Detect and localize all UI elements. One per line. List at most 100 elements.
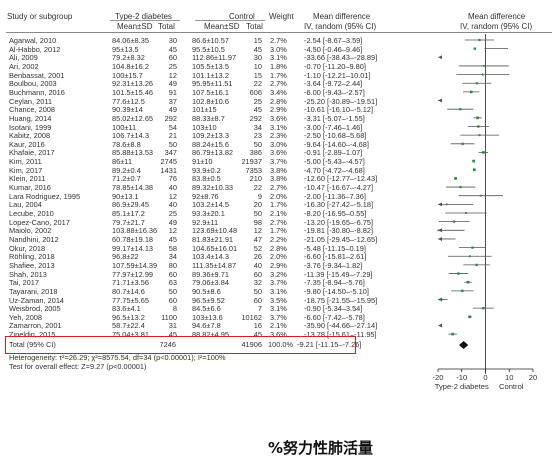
study-marker	[457, 272, 460, 275]
ci-arrow	[438, 228, 442, 233]
study-md: -3.31 [-5.07–-1.55]	[304, 113, 365, 123]
t2d-total: 60	[168, 53, 177, 63]
ctl-total: 606	[249, 87, 262, 97]
t2d-mean-sd: 71.71±3.56	[112, 278, 149, 288]
t2d-mean-sd: 96.8±22	[112, 252, 139, 262]
ctl-mean-sd: 90.5±8.6	[192, 286, 221, 296]
ctl-total: 7353	[245, 165, 262, 175]
t2d-total: 45	[168, 44, 177, 54]
ctl-total: 9	[257, 191, 262, 201]
study-md: -2.50 [-10.68–5.68]	[304, 131, 367, 141]
ctl-mean-sd: 96.5±9.52	[192, 295, 225, 305]
t2d-mean-sd: 79.7±21.7	[112, 217, 145, 227]
ctl-mean-sd: 91±10	[192, 157, 213, 167]
study-name: Kim, 2011	[9, 157, 42, 167]
study-marker	[465, 212, 467, 214]
t2d-total: 25	[168, 209, 177, 218]
study-marker	[482, 151, 485, 154]
ctl-mean-sd: 81.83±21.91	[192, 234, 234, 244]
study-name: Kaur, 2016	[9, 139, 45, 149]
t2d-total: 76	[168, 174, 177, 184]
study-md: -9.80 [-14.50–-5.10]	[304, 286, 369, 296]
heterogeneity-text: Heterogeneity: τ²=26.29; χ²=8575.54, df=…	[9, 353, 226, 362]
ci-arrow	[438, 236, 442, 241]
study-marker	[459, 108, 462, 111]
ctl-mean-sd: 101.1±13.2	[192, 70, 229, 80]
study-marker	[472, 168, 476, 172]
ctl-total: 47	[253, 234, 262, 244]
t2d-total: 34	[168, 252, 177, 262]
study-weight: 3.6%	[270, 330, 287, 340]
t2d-total: 12	[168, 70, 177, 80]
t2d-mean-sd: 79.2±8.32	[112, 53, 145, 63]
total-label: Total (95% CI)	[9, 340, 56, 349]
study-name: Uz-Zaman, 2014	[9, 295, 65, 305]
ctl-total: 34	[253, 122, 262, 132]
study-weight: 1.8%	[270, 61, 287, 71]
study-name: Huang, 2014	[9, 113, 52, 123]
ctl-total: 16	[253, 321, 262, 331]
t2d-mean-sd: 60.78±19.18	[112, 234, 154, 244]
study-name: Khafaie, 2017	[9, 148, 55, 158]
t2d-mean-sd: 86±11	[112, 157, 132, 167]
t2d-total: 12	[168, 191, 177, 201]
study-md: -6.60 [-7.42–-5.78]	[304, 312, 365, 322]
study-md: -3.76 [-9.34–1.82]	[304, 260, 363, 270]
axis-label-left: Type-2 diabetes	[435, 382, 489, 391]
header-t2d-group: Type-2 diabetes	[115, 12, 172, 21]
ctl-total: 45	[253, 330, 262, 340]
study-marker	[454, 177, 457, 180]
t2d-mean-sd: 71.2±0.7	[112, 174, 141, 184]
header-t2d-mean-sd: Mean±SD	[117, 22, 153, 31]
study-md: -12.60 [-12.77–-12.43]	[304, 174, 378, 184]
study-marker	[476, 116, 479, 120]
study-name: Zamarron, 2001	[9, 321, 62, 331]
t2d-total: 80	[168, 260, 177, 270]
study-weight: 2.8%	[270, 96, 287, 106]
ctl-total: 40	[253, 260, 262, 270]
t2d-total: 37	[168, 96, 177, 106]
t2d-total: 40	[168, 200, 177, 210]
study-weight: 3.1%	[270, 286, 287, 296]
study-weight: 2.7%	[270, 79, 287, 89]
study-marker	[459, 185, 462, 189]
study-md: -18.75 [-21.55–-15.95]	[304, 295, 378, 305]
ctl-mean-sd: 89.36±9.71	[192, 269, 229, 279]
study-name: Ari, 2002	[9, 61, 39, 71]
t2d-mean-sd: 90.39±14	[112, 105, 143, 115]
header-study: Study or subgroup	[7, 12, 73, 21]
ci-arrow	[438, 98, 442, 103]
t2d-mean-sd: 85.88±13.53	[112, 148, 154, 158]
ctl-mean-sd: 93.3±20.1	[192, 209, 225, 218]
t2d-total: 49	[168, 217, 177, 227]
study-weight: 3.6%	[270, 113, 287, 123]
ctl-mean-sd: 101±15	[192, 105, 217, 115]
study-md: -7.35 [-8.94–-5.76]	[304, 278, 365, 288]
ctl-total: 10162	[241, 312, 262, 322]
ctl-total: 292	[249, 113, 262, 123]
study-name: Kabitz, 2008	[9, 131, 51, 141]
t2d-total: 31	[168, 321, 177, 331]
study-name: Yeh, 2008	[9, 312, 43, 322]
t2d-mean-sd: 96.5±13.2	[112, 312, 145, 322]
ctl-total: 50	[253, 209, 262, 218]
ctl-total: 32	[253, 278, 262, 288]
ctl-mean-sd: 93.9±0.2	[192, 165, 221, 175]
study-weight: 3.1%	[270, 53, 287, 63]
study-name: Lau, 2004	[9, 200, 42, 210]
study-name: Boulbou, 2003	[9, 79, 57, 89]
study-weight: 2.9%	[270, 260, 287, 270]
ctl-mean-sd: 89.32±10.33	[192, 183, 234, 193]
total-md: -9.21 [-11.15–-7.26]	[297, 340, 362, 349]
study-weight: 3.0%	[270, 139, 287, 149]
ctl-total: 21937	[241, 157, 262, 167]
study-name: Ceylan, 2011	[9, 96, 53, 106]
ctl-total: 386	[249, 148, 262, 158]
study-name: Okur, 2018	[9, 243, 46, 253]
study-marker	[437, 229, 440, 232]
study-name: Buchmann, 2016	[9, 87, 65, 97]
study-md: -2.54 [-8.67–3.59]	[304, 36, 363, 45]
ci-arrow	[438, 202, 442, 207]
t2d-total: 1431	[160, 165, 177, 175]
